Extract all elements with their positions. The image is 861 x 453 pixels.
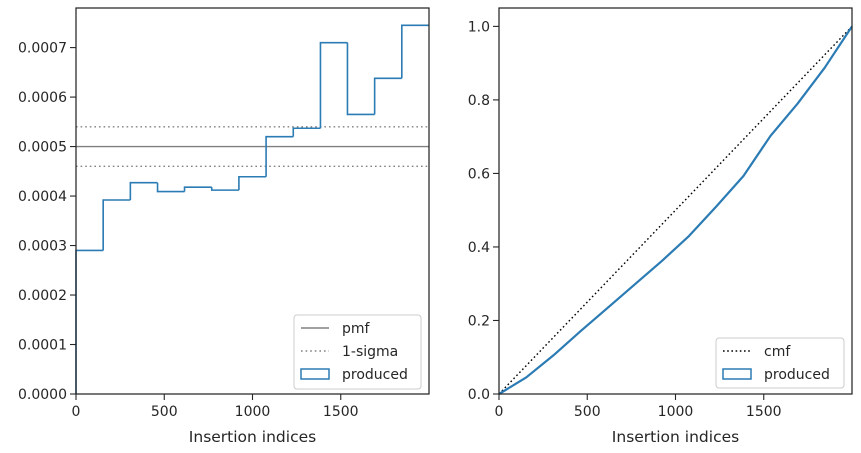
left-histogram-panel: 0 500 1000 1500 0.0000 0.0001 0.0002 0.0003 0.00… [18, 7, 430, 446]
legend-produced-swatch [300, 368, 330, 380]
legend-produced-label: produced [342, 367, 408, 383]
histogram-bin [156, 182, 185, 193]
x-tick-label: 0 [495, 404, 504, 420]
y-tick-label: 0.0 [468, 387, 490, 403]
histogram-bin [183, 186, 212, 192]
histogram-bin [346, 42, 375, 116]
plot-frame [75, 7, 430, 395]
y-tick-label: 0.0007 [18, 41, 67, 57]
x-axis-label: Insertion indices [189, 428, 316, 446]
histogram-bin [292, 127, 321, 137]
y-tick-label: 0.6 [468, 166, 490, 182]
legend-frame [293, 314, 422, 390]
legend-frame [715, 337, 845, 389]
histogram-bin [129, 181, 158, 201]
axis-ticks: 0 500 1000 1500 0.0 0.2 0.4 0.6 0.8 1.0 [468, 19, 782, 420]
x-tick-label: 1000 [235, 404, 271, 420]
y-tick-label: 1.0 [468, 19, 490, 35]
x-tick-label: 1500 [746, 404, 782, 420]
legend-produced-label: produced [764, 367, 830, 383]
plot-frame [498, 7, 853, 395]
y-tick-label: 0.0004 [18, 189, 67, 205]
histogram-bin [102, 199, 131, 251]
histogram-bin [265, 135, 294, 177]
y-tick-label: 0.0000 [18, 387, 67, 403]
reference-lines [76, 126, 429, 168]
histogram-bin [210, 187, 239, 191]
histogram-bin [238, 175, 267, 191]
x-tick-label: 1500 [323, 404, 359, 420]
y-tick-label: 0.0002 [18, 288, 67, 304]
y-tick-label: 0.0003 [18, 239, 67, 255]
y-tick-label: 0.0006 [18, 90, 67, 106]
right-cdf-panel: 0 500 1000 1500 0.0 0.2 0.4 0.6 0.8 1.0 Insertion… [468, 7, 853, 446]
legend-cmf-label: cmf [764, 344, 791, 360]
y-tick-label: 0.8 [468, 93, 490, 109]
cmf-line [498, 25, 853, 395]
y-tick-label: 0.2 [468, 313, 490, 329]
x-tick-label: 0 [72, 404, 81, 420]
x-tick-label: 1000 [658, 404, 694, 420]
y-tick-label: 0.0001 [18, 338, 67, 354]
x-tick-label: 500 [151, 404, 178, 420]
x-tick-label: 500 [574, 404, 601, 420]
axis-ticks: 0 500 1000 1500 0.0000 0.0001 0.0002 0.0003 0.00… [18, 41, 359, 420]
legend-sigma-label: 1-sigma [342, 344, 398, 360]
histogram-bin [75, 249, 104, 394]
y-tick-label: 0.0005 [18, 140, 67, 156]
produced-line [498, 25, 853, 395]
histogram-bin [319, 41, 348, 129]
histogram-bin [401, 24, 429, 79]
legend-produced-swatch [722, 368, 752, 380]
legend-pmf-label: pmf [342, 321, 371, 337]
series-lines [498, 25, 853, 395]
legend: cmf produced [715, 337, 845, 389]
y-tick-label: 0.4 [468, 240, 490, 256]
legend: pmf 1-sigma produced [293, 314, 422, 390]
x-axis-label: Insertion indices [612, 428, 739, 446]
histogram-bin [373, 77, 402, 115]
